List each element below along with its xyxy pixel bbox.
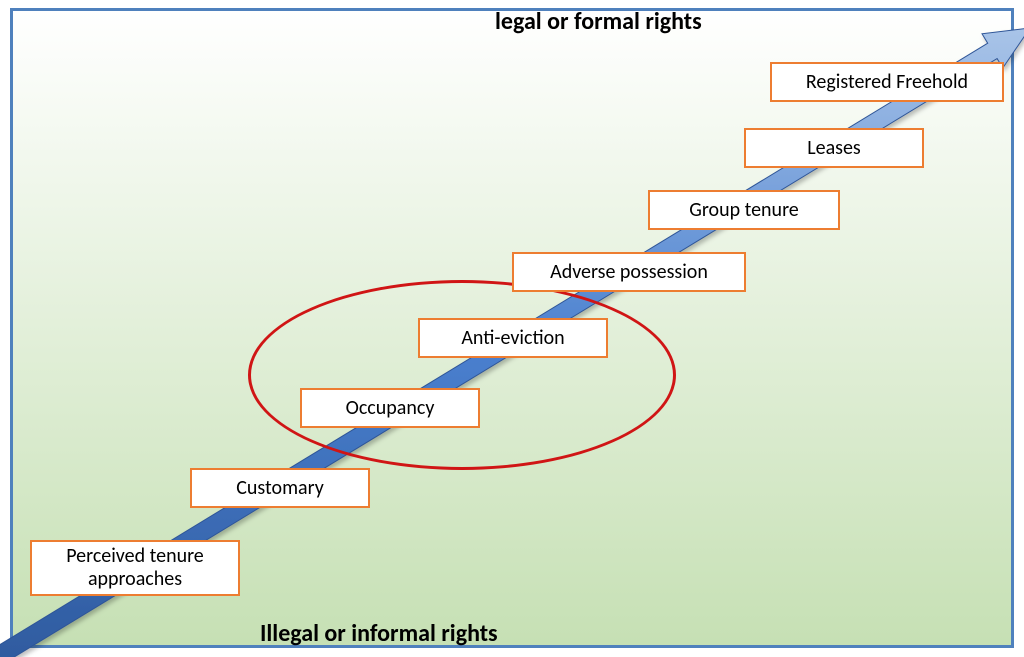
node-freehold: Registered Freehold [770, 62, 1004, 102]
diagram-canvas: Perceived tenure approaches Customary Occu… [0, 0, 1024, 657]
node-antieviction: Anti-eviction [418, 318, 608, 358]
node-leases: Leases [744, 128, 924, 168]
node-occupancy: Occupancy [300, 388, 480, 428]
title-bottom: Illegal or informal rights [260, 619, 498, 648]
node-perceived: Perceived tenure approaches [30, 540, 240, 596]
node-group: Group tenure [648, 190, 840, 230]
node-customary: Customary [190, 468, 370, 508]
highlight-ellipse [248, 280, 676, 470]
node-adverse: Adverse possession [512, 252, 746, 292]
title-top: legal or formal rights [495, 7, 702, 36]
